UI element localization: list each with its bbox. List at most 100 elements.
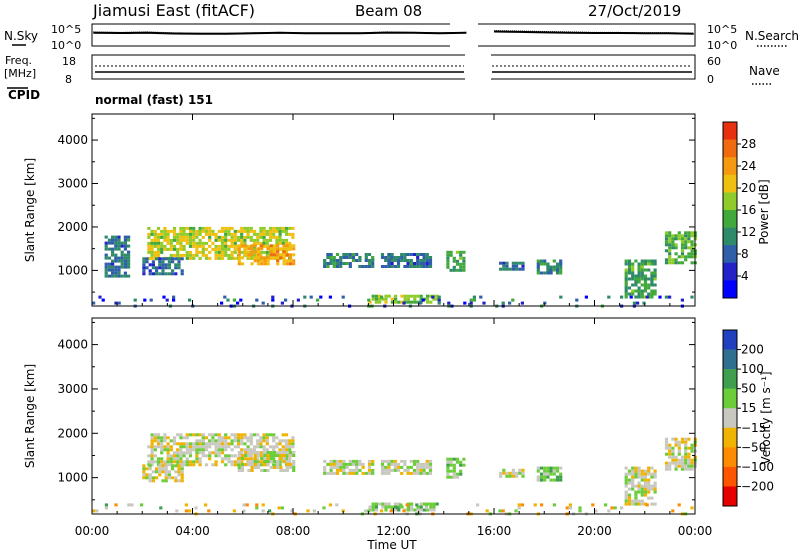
heatmap-cell <box>631 262 635 266</box>
heatmap-cell <box>246 250 250 254</box>
heatmap-cell <box>179 235 183 239</box>
heatmap-cell <box>208 235 212 239</box>
heatmap-cell <box>505 264 509 268</box>
heatmap-cell <box>517 503 521 507</box>
heatmap-cell <box>172 298 176 302</box>
heatmap-cell <box>167 470 171 474</box>
heatmap-cell <box>394 294 398 298</box>
heatmap-cell <box>335 259 340 262</box>
heatmap-cell <box>179 454 183 458</box>
heatmap-cell <box>150 436 154 440</box>
heatmap-cell <box>246 436 250 440</box>
heatmap-cell <box>262 238 266 242</box>
heatmap-cell <box>153 439 157 443</box>
heatmap-cell <box>172 460 177 464</box>
heatmap-cell <box>594 509 598 513</box>
heatmap-cell <box>637 487 641 491</box>
heatmap-cell <box>380 465 385 469</box>
heatmap-cell <box>279 466 283 469</box>
heatmap-cell <box>690 231 694 235</box>
heatmap-cell <box>240 262 245 266</box>
heatmap-cell <box>266 463 270 466</box>
nave-label: Nave <box>749 64 780 78</box>
heatmap-cell <box>262 241 266 245</box>
heatmap-cell <box>671 461 675 465</box>
heatmap-cell <box>400 465 404 469</box>
heatmap-cell <box>114 247 118 251</box>
heatmap-cell <box>244 244 248 248</box>
heatmap-cell <box>232 509 236 513</box>
heatmap-cell <box>161 470 165 474</box>
heatmap-cell <box>627 481 632 485</box>
heatmap-cell <box>631 481 635 485</box>
heatmap-cell <box>400 253 404 256</box>
heatmap-cell <box>171 272 175 276</box>
heatmap-cell <box>292 247 296 251</box>
heatmap-cell <box>250 262 254 266</box>
heatmap-cell <box>380 468 385 472</box>
heatmap-cell <box>511 471 515 475</box>
heatmap-cell <box>416 468 420 472</box>
heatmap-cell <box>269 460 273 463</box>
heatmap-cell <box>182 253 186 257</box>
heatmap-cell <box>163 460 167 464</box>
heatmap-cell <box>211 463 215 467</box>
cpid-mode: normal (fast) 151 <box>95 93 213 107</box>
heatmap-cell <box>195 232 199 236</box>
x-axis-label: Time UT <box>366 538 417 552</box>
heatmap-cell <box>259 253 263 257</box>
heatmap-cell <box>158 473 162 477</box>
heatmap-cell <box>224 439 228 443</box>
heatmap-cell <box>511 298 515 302</box>
heatmap-cell <box>262 232 266 236</box>
heatmap-cell <box>224 436 228 440</box>
heatmap-cell <box>620 295 624 299</box>
heatmap-cell <box>412 459 417 463</box>
heatmap-cell <box>634 466 638 470</box>
heatmap-cell <box>627 469 632 473</box>
heatmap-cell <box>177 464 181 468</box>
heatmap-cell <box>220 235 225 239</box>
heatmap-cell <box>249 442 253 446</box>
heatmap-cell <box>192 253 196 257</box>
heatmap-cell <box>285 463 289 466</box>
heatmap-cell <box>690 255 694 259</box>
heatmap-cell <box>260 259 264 263</box>
heatmap-cell <box>281 226 285 230</box>
heatmap-cell <box>390 468 394 472</box>
heatmap-cell <box>120 259 124 263</box>
x-tick-label: 00:00 <box>678 524 713 538</box>
heatmap-cell <box>559 466 563 470</box>
heatmap-cell <box>276 454 280 457</box>
heatmap-cell <box>680 261 685 265</box>
heatmap-cell <box>163 244 167 248</box>
heatmap-cell <box>403 462 407 466</box>
heatmap-cell <box>278 451 282 455</box>
heatmap-cell <box>243 448 247 452</box>
heatmap-cell <box>680 458 685 462</box>
heatmap-cell <box>637 472 641 476</box>
heatmap-cell <box>240 451 244 455</box>
heatmap-cell <box>272 457 276 461</box>
heatmap-cell <box>259 229 263 233</box>
heatmap-cell <box>690 446 694 450</box>
heatmap-cell <box>501 301 505 305</box>
heatmap-cell <box>690 243 694 247</box>
heatmap-cell <box>188 448 193 452</box>
heatmap-cell <box>684 446 688 450</box>
heatmap-cell <box>198 463 202 467</box>
heatmap-cell <box>637 502 641 506</box>
heatmap-cell <box>276 463 280 466</box>
heatmap-cell <box>130 503 134 507</box>
heatmap-cell <box>539 259 544 263</box>
heatmap-cell <box>559 295 563 299</box>
heatmap-cell <box>387 459 391 463</box>
heatmap-cell <box>668 449 672 453</box>
heatmap-cell <box>120 274 124 278</box>
heatmap-cell <box>182 442 186 446</box>
heatmap-cell <box>429 502 433 506</box>
heatmap-cell <box>339 262 343 265</box>
heatmap-cell <box>224 232 228 236</box>
heatmap-cell <box>220 460 225 464</box>
heatmap-cell <box>540 503 544 507</box>
